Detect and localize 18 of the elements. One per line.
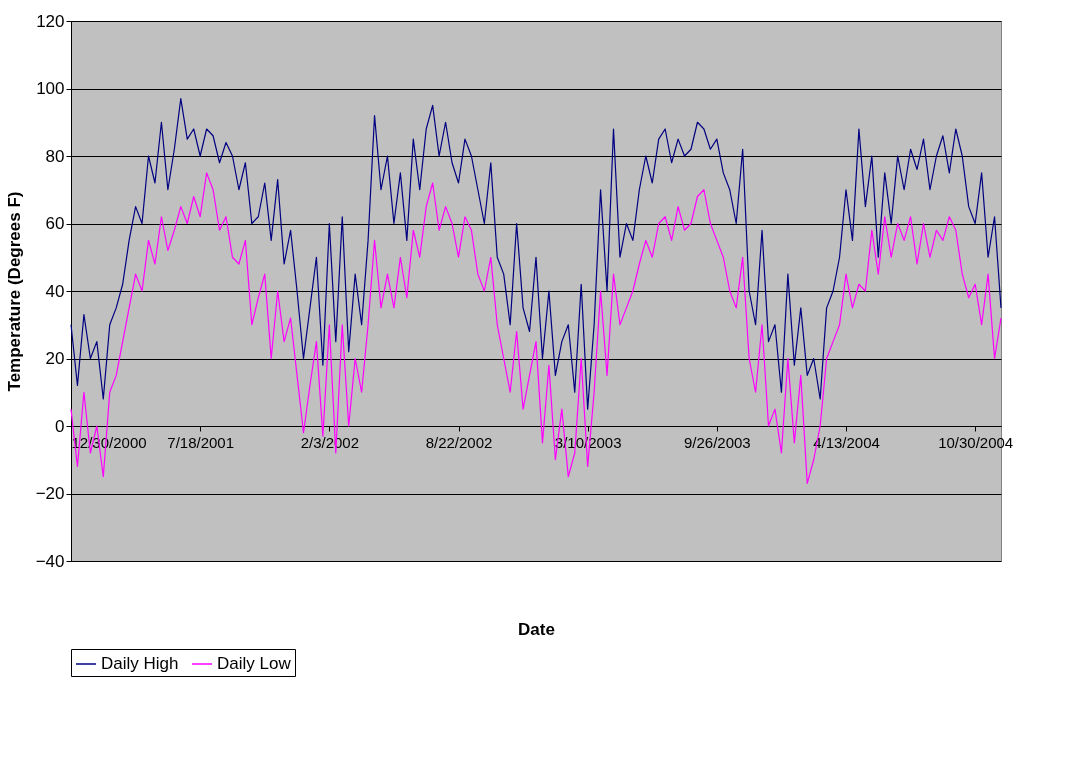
- y-tick-label: 40: [45, 281, 65, 301]
- x-tick-label: 8/22/2002: [425, 433, 493, 451]
- y-tick-label: 60: [45, 214, 65, 233]
- y-axis-title: Temperature (Degrees F): [4, 191, 24, 392]
- y-tick-label: 120: [36, 11, 65, 31]
- x-tick-label: 10/30/2004: [938, 433, 1014, 451]
- legend-label: Daily High: [101, 654, 179, 673]
- y-tick-label: 0: [55, 416, 65, 436]
- y-tick-label: −40: [35, 551, 65, 571]
- y-tick-label: 80: [45, 146, 65, 166]
- x-axis-title: Date: [518, 619, 555, 639]
- y-tick-label: 20: [45, 349, 65, 368]
- y-tick-label: −20: [35, 484, 65, 503]
- x-tick-label: 9/26/2003: [683, 433, 751, 451]
- legend-label: Daily Low: [217, 654, 292, 673]
- x-tick-label: 7/18/2001: [167, 433, 235, 451]
- line-series: [70, 98, 1002, 410]
- y-tick-label: 100: [36, 79, 65, 98]
